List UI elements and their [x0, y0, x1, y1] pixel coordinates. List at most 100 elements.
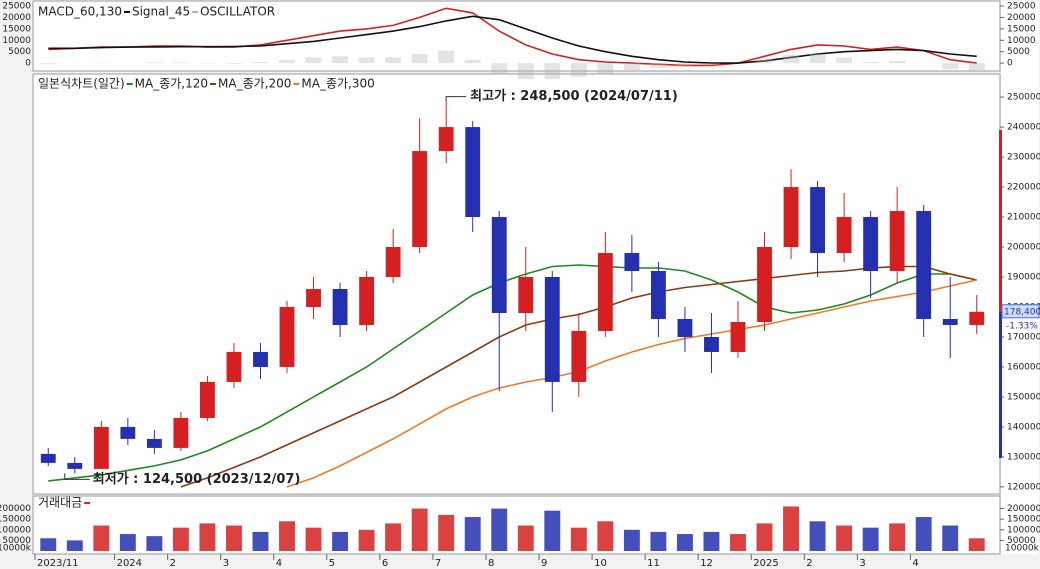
oscillator-bar	[570, 63, 587, 77]
x-tick-label: 9	[541, 558, 547, 569]
candle-body	[200, 381, 215, 418]
volume-bar	[385, 523, 402, 551]
y-tick-label: 150000	[1007, 392, 1040, 402]
y-tick-label: 20000	[2, 13, 31, 23]
legend-label: Signal_45	[132, 5, 190, 19]
x-tick-label: 2024	[117, 558, 142, 569]
volume-bar	[279, 521, 295, 551]
candle-body	[359, 277, 375, 325]
volume-unit-label: 10000k	[0, 544, 32, 554]
candle-body	[783, 187, 799, 248]
candle-body	[677, 318, 693, 337]
volume-bar	[676, 534, 693, 551]
volume-bar	[66, 540, 83, 551]
volume-bar	[199, 523, 216, 551]
oscillator-bar	[464, 59, 481, 64]
oscillator-bar	[172, 62, 189, 64]
candle-body	[306, 288, 321, 307]
volume-bar	[915, 517, 932, 551]
annotation-leader	[445, 96, 467, 102]
candle-body	[650, 271, 666, 319]
volume-bar	[411, 508, 428, 551]
candle-body	[624, 253, 640, 272]
y-tick-label: 10000	[2, 36, 31, 46]
oscillator-bar	[676, 63, 693, 67]
volume-bar	[40, 538, 57, 551]
volume-bar	[119, 534, 136, 551]
y-tick-label: 20000	[1007, 13, 1036, 23]
oscillator-bar	[597, 63, 614, 74]
price-range-down	[999, 311, 1002, 458]
moving-average-line	[48, 264, 977, 482]
volume-bar	[305, 527, 322, 551]
volume-bar	[809, 521, 826, 551]
x-tick-label: 4	[276, 558, 282, 569]
y-tick-label: 100000	[0, 525, 31, 535]
x-tick-label: 5	[329, 558, 335, 569]
y-tick-label: 220000	[1007, 183, 1040, 193]
candle-body	[465, 127, 481, 218]
legend-label: MA_종가,120	[135, 77, 208, 91]
volume-bar	[226, 525, 242, 551]
candle-body	[518, 277, 534, 313]
y-tick-label: 200000	[0, 504, 31, 514]
oscillator-bar	[385, 57, 402, 64]
candle-body	[412, 151, 428, 248]
candle-body	[597, 253, 613, 331]
y-tick-label: 160000	[1007, 362, 1040, 372]
candle-body	[226, 351, 242, 382]
x-tick-label: 8	[488, 558, 494, 569]
volume-bar	[146, 536, 163, 551]
x-tick-label: 2	[170, 558, 176, 569]
volume-bar	[756, 523, 773, 551]
x-tick-label: 2	[806, 558, 812, 569]
volume-bar	[836, 525, 853, 551]
candle-body	[704, 336, 719, 352]
oscillator-bar	[279, 59, 295, 64]
y-tick-label: 15000	[1007, 24, 1036, 34]
candle-body	[332, 288, 348, 325]
candle-body	[93, 426, 109, 469]
low-annotation: 최저가 : 124,500 (2023/12/07)	[93, 472, 301, 487]
candle-body	[253, 351, 268, 367]
volume-bar	[491, 508, 508, 551]
x-tick-label: 3	[223, 558, 229, 569]
candle-body	[863, 217, 879, 272]
oscillator-bar	[146, 62, 163, 64]
volume-bar	[332, 531, 349, 551]
oscillator-bar	[889, 60, 906, 64]
y-tick-label: 5000	[8, 47, 31, 57]
y-tick-label: 190000	[1007, 273, 1040, 283]
volume-bar	[703, 531, 720, 551]
volume-bar	[889, 523, 906, 551]
candle-body	[173, 417, 189, 448]
y-tick-label: 0	[1007, 59, 1013, 69]
volume-bar	[252, 531, 269, 551]
candle-body	[67, 462, 83, 469]
volume-bar	[650, 531, 667, 551]
y-tick-label: 25000	[2, 2, 31, 12]
volume-bar	[783, 506, 799, 551]
oscillator-bar	[703, 63, 720, 66]
volume-bar	[172, 527, 189, 551]
oscillator-bar	[623, 63, 640, 70]
y-tick-label: 240000	[1007, 123, 1040, 133]
oscillator-bar	[438, 50, 455, 64]
oscillator-bar	[517, 63, 534, 80]
candle-body	[810, 187, 825, 254]
y-tick-label: 170000	[1007, 332, 1040, 342]
y-tick-label: 210000	[1007, 213, 1040, 223]
legend-label: 일본식차트(일간)	[38, 77, 125, 91]
candle-body	[40, 453, 56, 463]
volume-bar	[942, 525, 959, 551]
volume-bar	[570, 527, 587, 551]
volume-bar	[597, 521, 614, 551]
volume-bar	[517, 525, 534, 551]
x-tick-label: 4	[912, 558, 918, 569]
candle-body	[491, 217, 507, 313]
volume-bar	[438, 514, 455, 551]
y-tick-label: 50000	[2, 536, 31, 546]
legend-label: MACD_60,130	[38, 5, 122, 19]
candle-body	[385, 247, 401, 278]
